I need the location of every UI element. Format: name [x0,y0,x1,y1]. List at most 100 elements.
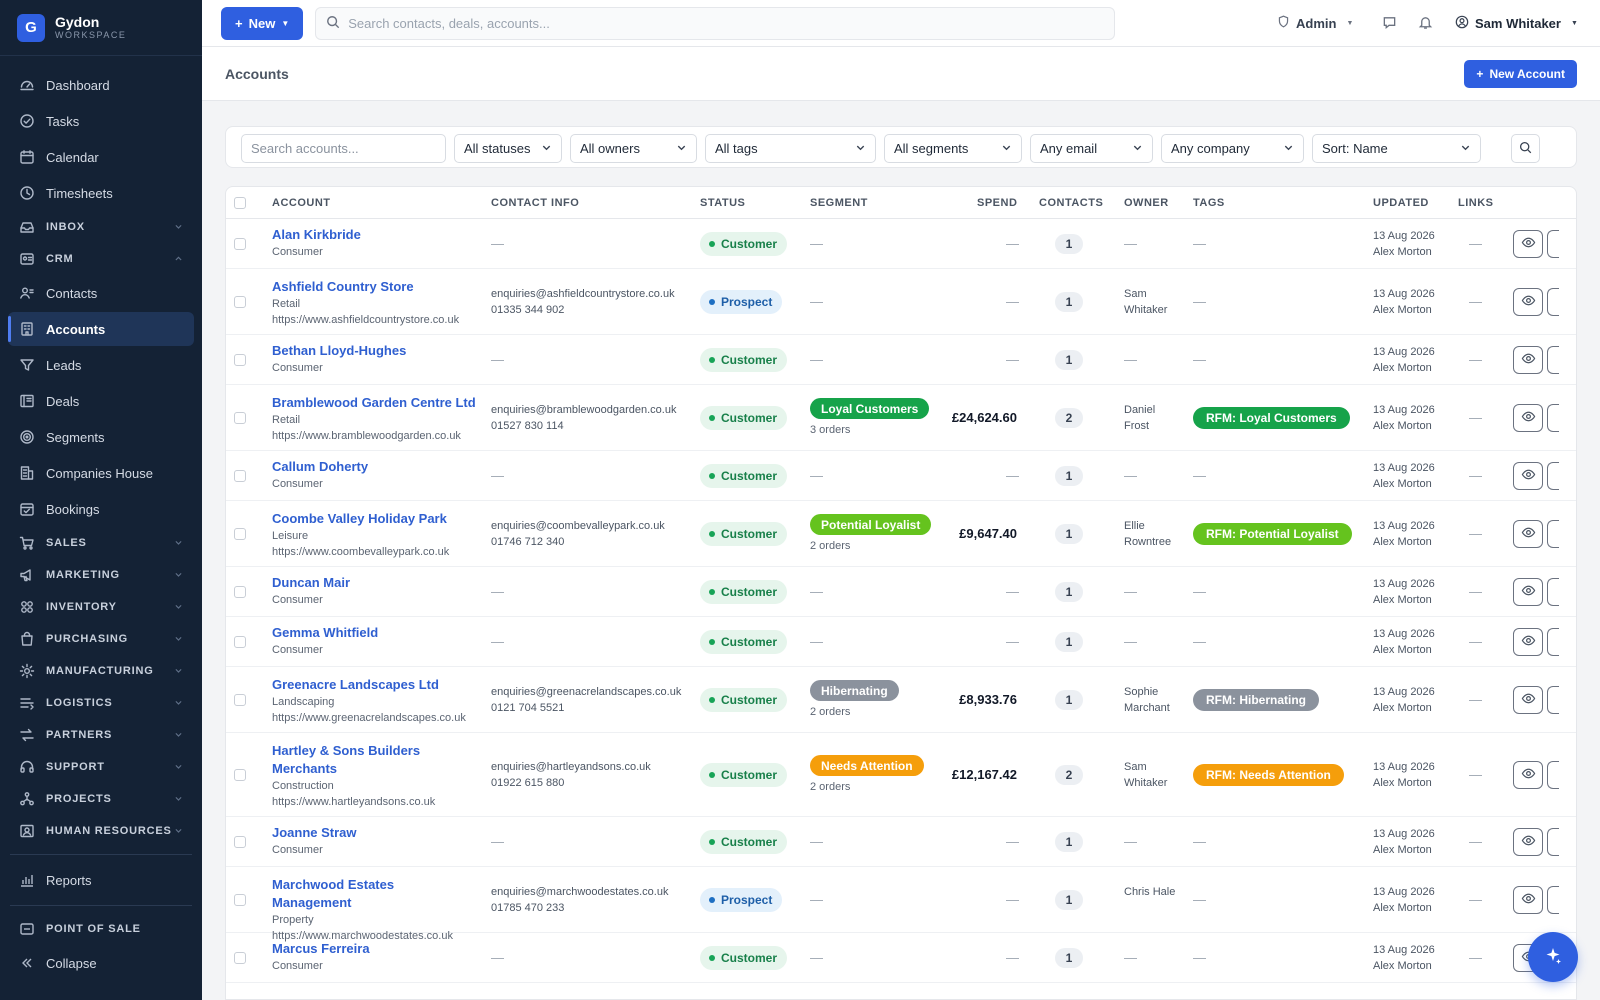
account-name-link[interactable]: Duncan Mair [272,575,351,590]
more-actions-button[interactable] [1547,578,1559,606]
account-name-link[interactable]: Gemma Whitfield [272,625,379,640]
company-filter-select[interactable]: Any company [1161,134,1304,163]
account-name-link[interactable]: Greenacre Landscapes Ltd [272,677,439,692]
account-website[interactable]: https://www.marchwoodestates.co.uk [272,930,453,942]
sidebar-item-calendar[interactable]: Calendar [8,140,194,174]
view-button[interactable] [1513,346,1543,374]
account-name-link[interactable]: Bethan Lloyd-Hughes [272,343,407,358]
role-switcher[interactable]: Admin ▼ [1277,15,1353,31]
contact-phone[interactable]: 01335 344 902 [491,304,565,316]
sidebar-item-deals[interactable]: Deals [8,384,194,418]
row-checkbox[interactable] [234,894,246,906]
sidebar-collapse-button[interactable]: Collapse [8,946,194,980]
tag-badge[interactable]: RFM: Needs Attention [1193,764,1344,786]
user-menu[interactable]: Sam Whitaker ▼ [1455,15,1578,32]
sidebar-item-accounts[interactable]: Accounts [8,312,194,346]
contact-email[interactable]: enquiries@greenacrelandscapes.co.uk [491,686,682,698]
more-actions-button[interactable] [1547,628,1559,656]
account-name-link[interactable]: Bramblewood Garden Centre Ltd [272,395,476,410]
account-search-input[interactable]: Search accounts... [241,134,446,163]
sidebar-section-manufacturing[interactable]: MANUFACTURING [8,656,194,686]
sidebar-section-pos[interactable]: POINT OF SALE [8,914,194,944]
view-button[interactable] [1513,686,1543,714]
row-checkbox[interactable] [234,769,246,781]
segment-badge[interactable]: Potential Loyalist [810,514,932,535]
view-button[interactable] [1513,520,1543,548]
contact-phone[interactable]: 01527 830 114 [491,420,564,432]
view-button[interactable] [1513,462,1543,490]
row-checkbox[interactable] [234,354,246,366]
column-header-contacts[interactable]: CONTACTS [1039,197,1104,209]
view-button[interactable] [1513,578,1543,606]
column-header-status[interactable]: STATUS [700,197,746,209]
more-actions-button[interactable] [1547,230,1559,258]
account-website[interactable]: https://www.ashfieldcountrystore.co.uk [272,314,460,326]
more-actions-button[interactable] [1547,462,1559,490]
chat-icon[interactable] [1382,15,1397,33]
tag-badge[interactable]: RFM: Loyal Customers [1193,407,1350,429]
row-checkbox[interactable] [234,470,246,482]
global-search-input[interactable]: Search contacts, deals, accounts... [315,6,1116,40]
table-row[interactable]: Marchwood Estates Management Property http… [226,867,1576,942]
sidebar-item-companies-house[interactable]: Companies House [8,456,194,490]
row-checkbox[interactable] [234,412,246,424]
account-website[interactable]: https://www.coombevalleypark.co.uk [272,546,450,558]
view-button[interactable] [1513,886,1543,914]
account-website[interactable]: https://www.bramblewoodgarden.co.uk [272,430,461,442]
contact-email[interactable]: enquiries@coombevalleypark.co.uk [491,520,665,532]
table-row[interactable]: Greenacre Landscapes Ltd Landscaping https… [226,667,1576,733]
segment-badge[interactable]: Hibernating [810,680,899,701]
segment-badge[interactable]: Loyal Customers [810,398,930,419]
sidebar-section-purchasing[interactable]: PURCHASING [8,624,194,654]
sidebar-section-inventory[interactable]: INVENTORY [8,592,194,622]
account-name-link[interactable]: Marchwood Estates Management [272,877,395,910]
table-row[interactable]: Alan Kirkbride Consumer — Customer — — — 1 — 13 A… [226,219,1576,269]
segment-badge[interactable]: Needs Attention [810,755,924,776]
more-actions-button[interactable] [1547,886,1559,914]
sidebar-item-timesheets[interactable]: Timesheets [8,176,194,210]
contact-email[interactable]: enquiries@marchwoodestates.co.uk [491,886,669,898]
sidebar-section-crm[interactable]: CRM [8,244,194,274]
account-name-link[interactable]: Ashfield Country Store [272,279,414,294]
sidebar-section-partners[interactable]: PARTNERS [8,720,194,750]
row-checkbox[interactable] [234,636,246,648]
more-actions-button[interactable] [1547,828,1559,856]
view-button[interactable] [1513,288,1543,316]
tags-filter-select[interactable]: All tags [705,134,876,163]
table-row[interactable]: Bramblewood Garden Centre Ltd Retail https… [226,385,1576,451]
account-website[interactable]: https://www.hartleyandsons.co.uk [272,796,436,808]
contact-email[interactable]: enquiries@ashfieldcountrystore.co.uk [491,288,675,300]
contact-email[interactable]: enquiries@bramblewoodgarden.co.uk [491,404,677,416]
more-actions-button[interactable] [1547,686,1559,714]
tag-badge[interactable]: RFM: Hibernating [1193,689,1319,711]
view-button[interactable] [1513,404,1543,432]
more-actions-button[interactable] [1547,404,1559,432]
contact-phone[interactable]: 0121 704 5521 [491,702,565,714]
table-row[interactable]: Callum Doherty Consumer — Customer — — — 1 — 13 A… [226,451,1576,501]
contact-phone[interactable]: 01922 615 880 [491,777,565,789]
account-website[interactable]: https://www.greenacrelandscapes.co.uk [272,712,466,724]
table-row[interactable]: Hartley & Sons Builders Merchants Constru… [226,733,1576,817]
sidebar-item-reports[interactable]: Reports [8,863,194,897]
account-name-link[interactable]: Marcus Ferreira [272,941,370,956]
more-actions-button[interactable] [1547,520,1559,548]
column-header-segment[interactable]: SEGMENT [810,197,868,209]
account-name-link[interactable]: Callum Doherty [272,459,369,474]
more-actions-button[interactable] [1547,761,1559,789]
tag-badge[interactable]: RFM: Potential Loyalist [1193,523,1352,545]
column-header-owner[interactable]: OWNER [1124,197,1169,209]
account-name-link[interactable]: Alan Kirkbride [272,227,361,242]
table-row[interactable]: Ashfield Country Store Retail https://www.… [226,269,1576,335]
sidebar-item-bookings[interactable]: Bookings [8,492,194,526]
account-name-link[interactable]: Hartley & Sons Builders Merchants [272,743,421,776]
more-actions-button[interactable] [1547,288,1559,316]
sidebar-section-projects[interactable]: PROJECTS [8,784,194,814]
sidebar-section-human-resources[interactable]: HUMAN RESOURCES [8,816,194,846]
sidebar-item-tasks[interactable]: Tasks [8,104,194,138]
sidebar-section-logistics[interactable]: LOGISTICS [8,688,194,718]
account-name-link[interactable]: Joanne Straw [272,825,357,840]
select-all-checkbox[interactable] [234,197,246,209]
sidebar-section-marketing[interactable]: MARKETING [8,560,194,590]
column-header-spend[interactable]: SPEND [977,197,1018,209]
filter-search-button[interactable] [1511,134,1540,163]
